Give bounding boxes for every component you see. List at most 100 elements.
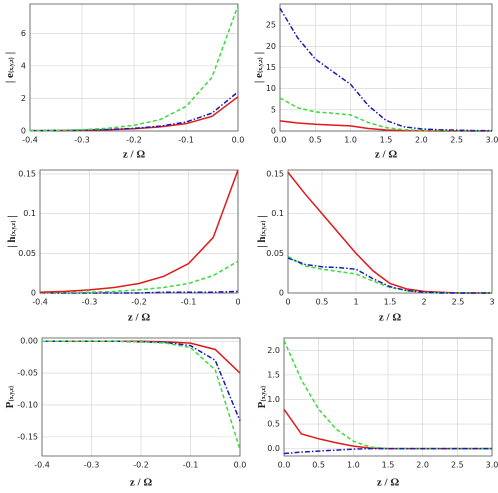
y-tick-label: 0.0 [267,444,280,453]
x-tick-label: 2.5 [451,461,464,470]
x-tick-label: -0.1 [181,298,197,307]
x-axis-label: z / Ω [379,312,401,324]
y-label-sub: {x,y,z} [261,220,267,237]
x-tick-label: -0.1 [183,461,199,470]
plot-frame [287,169,493,294]
y-tick-label: 0 [279,289,284,298]
data-line [39,169,239,293]
y-label-end: | [6,215,18,220]
x-axis-label: z / Ω [130,477,152,489]
y-tick-label: 1.0 [267,395,280,404]
plot-frame [283,337,493,457]
y-tick-label: 0.05 [266,249,284,258]
y-axis-label: | e{x,y,z} | [253,52,265,83]
y-tick-label: 0.5 [267,420,280,429]
data-line [39,260,239,294]
data-line [40,290,239,294]
y-label-sub: {x,y,z} [9,56,15,73]
x-tick-label: -0.4 [32,298,48,307]
data-line [29,5,239,132]
x-tick-label: 2.0 [416,461,429,470]
y-label-end: | [253,52,265,57]
x-tick-label: -0.2 [131,298,147,307]
data-line [283,340,492,450]
x-tick-label: -0.1 [178,136,194,145]
x-tick-label: -0.2 [126,136,142,145]
x-tick-label: 0.0 [234,461,247,470]
y-label-sub: {x,y,z} [9,385,15,402]
y-tick-label: 0.1 [23,209,36,218]
y-label-end: | [256,215,268,220]
y-label-sub: {x,y,z} [258,56,264,73]
x-tick-label: 3.0 [486,136,498,145]
x-tick-label: 2.5 [450,136,463,145]
x-tick-label: 2.0 [415,136,428,145]
y-tick-label: -0.15 [17,432,38,441]
y-tick-label: 0.15 [266,169,284,178]
y-tick-label: 6 [21,29,26,38]
y-label-main: | h [6,236,18,247]
y-label-sub: {x,y,z} [11,220,17,237]
y-axis-label: P{x,y,z} [4,385,16,408]
y-tick-label: 1.5 [267,370,280,379]
y-tick-label: -0.10 [17,400,38,409]
x-tick-label: 0.0 [278,461,291,470]
x-tick-label: 1.0 [347,461,360,470]
y-label-main: | e [253,73,265,83]
x-tick-label: 0.0 [232,136,245,145]
data-line [283,447,492,455]
x-tick-label: -0.4 [22,136,38,145]
x-tick-label: -0.4 [34,461,50,470]
x-tick-label: -0.3 [74,136,90,145]
x-tick-label: 3 [489,298,494,307]
x-tick-label: 0.0 [274,136,287,145]
y-label-main: | e [4,73,16,83]
y-tick-label: 0.00 [20,337,38,346]
y-tick-label: 5 [271,105,276,114]
x-tick-label: 1.5 [384,298,397,307]
x-axis-label: z / Ω [377,477,399,489]
y-label-main: P [256,401,268,408]
y-tick-label: 25 [266,21,276,30]
x-tick-label: 0.5 [316,298,329,307]
x-axis-label: z / Ω [128,312,150,324]
y-label-main: P [4,401,16,408]
x-tick-label: 0.5 [309,136,322,145]
x-tick-label: -0.3 [82,298,98,307]
y-tick-label: 15 [266,63,276,72]
x-tick-label: 0 [285,298,290,307]
x-tick-label: 0.5 [312,461,325,470]
y-tick-label: 0.15 [18,169,36,178]
y-tick-label: 0.05 [18,249,36,258]
x-axis-label: z / Ω [123,149,145,161]
y-tick-label: -0.05 [17,369,38,378]
x-tick-label: -0.3 [84,461,100,470]
x-axis-label: z / Ω [375,149,397,161]
x-tick-label: -0.2 [133,461,149,470]
x-tick-label: 2 [421,298,426,307]
y-tick-label: 0 [271,127,276,136]
plot-frame [279,3,493,132]
data-line [42,340,241,450]
x-tick-label: 1.0 [344,136,357,145]
x-tick-label: 3.0 [486,461,498,470]
y-tick-label: 2 [21,94,26,103]
data-line [287,257,492,294]
y-axis-label: | h{x,y,z} | [256,215,268,248]
y-tick-label: 20 [266,42,276,51]
y-tick-label: 10 [266,84,276,93]
y-tick-label: 0.1 [271,209,284,218]
y-tick-label: 2.0 [267,346,280,355]
x-tick-label: 1 [353,298,358,307]
x-tick-label: 0 [235,298,240,307]
x-tick-label: 1.5 [380,136,393,145]
x-tick-label: 1.5 [382,461,395,470]
y-tick-label: 0 [21,127,26,136]
y-tick-label: 0 [31,289,36,298]
y-axis-label: | e{x,y,z} | [4,52,16,83]
y-axis-label: P{x,y,z} [256,385,268,408]
data-line [279,7,492,132]
plot-frame [29,3,239,132]
x-tick-label: 2.5 [452,298,465,307]
